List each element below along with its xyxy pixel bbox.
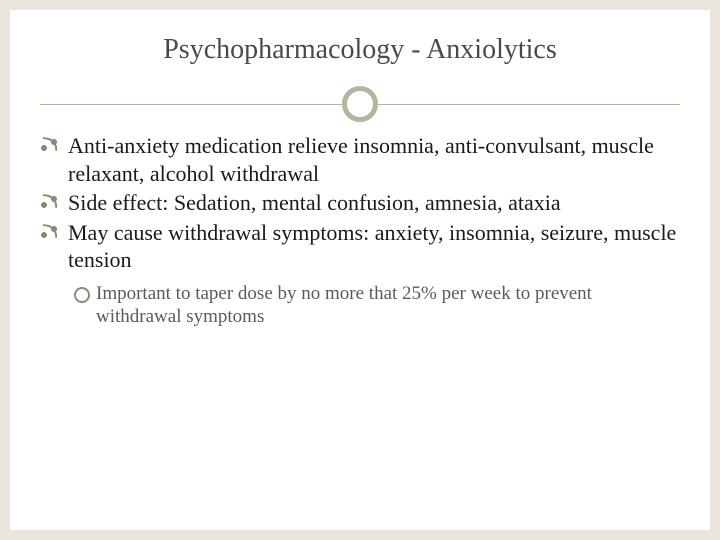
slide: Psychopharmacology - Anxiolytics Anti-an… bbox=[10, 10, 710, 530]
bullet-item: Side effect: Sedation, mental confusion,… bbox=[40, 189, 680, 217]
bullet-item: Anti-anxiety medication relieve insomnia… bbox=[40, 132, 680, 187]
slide-content: Anti-anxiety medication relieve insomnia… bbox=[40, 132, 680, 329]
bullet-text: Anti-anxiety medication relieve insomnia… bbox=[68, 133, 654, 186]
slide-title: Psychopharmacology - Anxiolytics bbox=[40, 34, 680, 66]
bullet-text: May cause withdrawal symptoms: anxiety, … bbox=[68, 220, 676, 273]
bullet-item: May cause withdrawal symptoms: anxiety, … bbox=[40, 219, 680, 274]
sub-bullet-item: Important to taper dose by no more that … bbox=[40, 282, 680, 330]
divider-circle-icon bbox=[342, 86, 378, 122]
bullet-text: Important to taper dose by no more that … bbox=[96, 283, 592, 328]
bullet-text: Side effect: Sedation, mental confusion,… bbox=[68, 190, 561, 215]
title-divider bbox=[40, 86, 680, 122]
